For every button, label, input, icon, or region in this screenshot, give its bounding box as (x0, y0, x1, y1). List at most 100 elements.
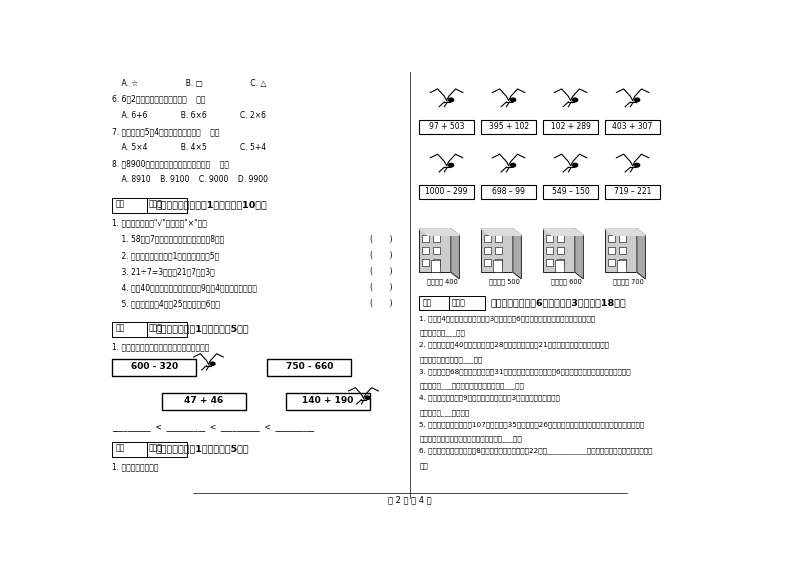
Bar (482, 185, 536, 199)
Circle shape (634, 163, 640, 167)
Text: 2. 水果店有水果40箱，上午卖出去28箱，下午又运进来21箱，水果店现在有水果多少箱？: 2. 水果店有水果40箱，上午卖出去28箱，下午又运进来21箱，水果店现在有水果… (419, 341, 610, 348)
Text: 47 + 46: 47 + 46 (184, 396, 223, 405)
Bar (608, 259, 614, 266)
Text: 答：每组有___只猴子。: 答：每组有___只猴子。 (419, 409, 470, 416)
Polygon shape (543, 229, 583, 235)
Text: 2. 算盘的一个下珠表示1，一个上珠表示5。: 2. 算盘的一个下珠表示1，一个上珠表示5。 (112, 251, 220, 260)
Bar (619, 235, 626, 242)
Text: 600 - 320: 600 - 320 (130, 362, 178, 371)
Text: A. 5×4              B. 4×5              C. 5+4: A. 5×4 B. 4×5 C. 5+4 (112, 143, 266, 152)
Text: 评卷人: 评卷人 (149, 324, 163, 333)
Polygon shape (482, 229, 522, 235)
Bar (146, 198, 187, 213)
Text: 395 + 102: 395 + 102 (489, 121, 529, 131)
Bar (606, 185, 660, 199)
Text: 1. 58元买7元一支的钢笔，最多可以买8支。: 1. 58元买7元一支的钢笔，最多可以买8支。 (112, 235, 225, 244)
Bar (558, 235, 564, 242)
Bar (495, 235, 502, 242)
Bar (162, 393, 246, 410)
Bar (482, 120, 536, 134)
Bar (419, 120, 474, 134)
Text: A. ☆                    B. □                    C. △: A. ☆ B. □ C. △ (112, 79, 266, 88)
Polygon shape (451, 229, 459, 279)
Bar (267, 359, 351, 376)
Text: 答：每个本子___元。: 答：每个本子___元。 (419, 329, 465, 336)
Bar (495, 247, 502, 254)
Bar (449, 296, 485, 310)
Bar (434, 235, 440, 242)
Bar (484, 247, 490, 254)
Bar (419, 296, 449, 310)
Circle shape (634, 98, 640, 102)
Bar (493, 260, 502, 272)
Bar (608, 247, 614, 254)
Text: 698 – 99: 698 – 99 (492, 187, 525, 196)
Text: 六、比一比（共1大题，共计5分）: 六、比一比（共1大题，共计5分） (156, 324, 250, 333)
Text: (       ): ( ) (370, 299, 392, 308)
Text: 得数接近 400: 得数接近 400 (427, 279, 458, 285)
Text: 140 + 190: 140 + 190 (302, 396, 354, 405)
Circle shape (449, 163, 454, 167)
Circle shape (573, 98, 578, 102)
Text: 3. 停车场上有68辆小汽车，开走了31辆，还剩下多少辆？又开来6辆，现在停车场上有小汽车多少辆？: 3. 停车场上有68辆小汽车，开走了31辆，还剩下多少辆？又开来6辆，现在停车场… (419, 368, 631, 375)
Bar (554, 260, 563, 272)
Text: 得数接近 600: 得数接近 600 (551, 279, 582, 285)
Bar (419, 185, 474, 199)
Polygon shape (419, 229, 459, 235)
Bar (112, 198, 146, 213)
Text: __________  <  __________  <  __________  <  __________: __________ < __________ < __________ < _… (112, 423, 314, 432)
Text: 评卷人: 评卷人 (451, 298, 466, 307)
Text: 5. 同学们做纸花，做红花107朵，做黄花35朵，做白花26朵，做红花的朵数比黄花和白花的总朵数多几朵？: 5. 同学们做纸花，做红花107朵，做黄花35朵，做白花26朵，做红花的朵数比黄… (419, 421, 645, 428)
Text: 第 2 页 共 4 页: 第 2 页 共 4 页 (388, 495, 432, 504)
Text: 评卷人: 评卷人 (149, 444, 163, 452)
Text: 得数大约 500: 得数大约 500 (489, 279, 520, 285)
Bar (543, 120, 598, 134)
Text: 549 – 150: 549 – 150 (552, 187, 590, 196)
Bar (546, 259, 553, 266)
Bar (484, 235, 490, 242)
Text: 1. 估一估，连一连。: 1. 估一估，连一连。 (112, 462, 159, 471)
Text: 719 – 221: 719 – 221 (614, 187, 651, 196)
Circle shape (210, 362, 215, 366)
Bar (419, 229, 451, 272)
Text: 4. 有两群猴子，每群9只，现把它们平均分成3组，每组有几只猴子？: 4. 有两群猴子，每群9只，现把它们平均分成3组，每组有几只猴子？ (419, 394, 560, 401)
Text: 1000 – 299: 1000 – 299 (426, 187, 468, 196)
Bar (606, 120, 660, 134)
Text: (       ): ( ) (370, 267, 392, 276)
Bar (608, 235, 614, 242)
Text: 4. 要做40个钉笼，每天最多可以做9个，4天可以全部做完。: 4. 要做40个钉笼，每天最多可以做9个，4天可以全部做完。 (112, 283, 258, 292)
Circle shape (449, 98, 454, 102)
Bar (434, 247, 440, 254)
Bar (112, 359, 196, 376)
Bar (112, 322, 146, 337)
Text: 403 + 307: 403 + 307 (612, 121, 653, 131)
Text: 五、判断对与错（共1大题，共计10分）: 五、判断对与错（共1大题，共计10分） (156, 201, 267, 210)
Bar (422, 235, 429, 242)
Bar (286, 393, 370, 410)
Text: 答：还剩下___辆，现在停车场上有小汽车___辆。: 答：还剩下___辆，现在停车场上有小汽车___辆。 (419, 383, 524, 389)
Polygon shape (575, 229, 583, 279)
Text: 1. 小东有4元，小明的钱的小东的3倍，小明买6个本子刚好把钱用完，每个本子几元？: 1. 小东有4元，小明的钱的小东的3倍，小明买6个本子刚好把钱用完，每个本子几元… (419, 315, 595, 321)
Text: 答：水果店现在有水果___箱。: 答：水果店现在有水果___箱。 (419, 356, 482, 363)
Bar (546, 247, 553, 254)
Polygon shape (637, 229, 646, 279)
Circle shape (573, 163, 578, 167)
Text: 5. 儿童读物每本4元，25元钱可以买6本。: 5. 儿童读物每本4元，25元钱可以买6本。 (112, 299, 220, 308)
Text: 八、解决问题（共6小题，每题3分，共计18分）: 八、解决问题（共6小题，每题3分，共计18分） (490, 298, 626, 307)
Polygon shape (606, 229, 646, 235)
Text: 102 + 289: 102 + 289 (550, 121, 590, 131)
Bar (146, 322, 187, 337)
Bar (619, 259, 626, 266)
Bar (495, 259, 502, 266)
Bar (112, 441, 146, 457)
Text: 得分: 得分 (115, 199, 125, 208)
Circle shape (510, 163, 516, 167)
Text: 1. 判断。（对的打"√"，错的打"×"）。: 1. 判断。（对的打"√"，错的打"×"）。 (112, 219, 207, 228)
Bar (617, 260, 626, 272)
Text: 得分: 得分 (422, 298, 432, 307)
Bar (422, 259, 429, 266)
Text: 8. 从8900起一百一百地数，下一个数是（    ）。: 8. 从8900起一百一百地数，下一个数是（ ）。 (112, 159, 230, 168)
Text: A. 8910    B. 9100    C. 9000    D. 9900: A. 8910 B. 9100 C. 9000 D. 9900 (112, 175, 268, 184)
Text: 得分: 得分 (115, 324, 125, 333)
Bar (543, 229, 575, 272)
